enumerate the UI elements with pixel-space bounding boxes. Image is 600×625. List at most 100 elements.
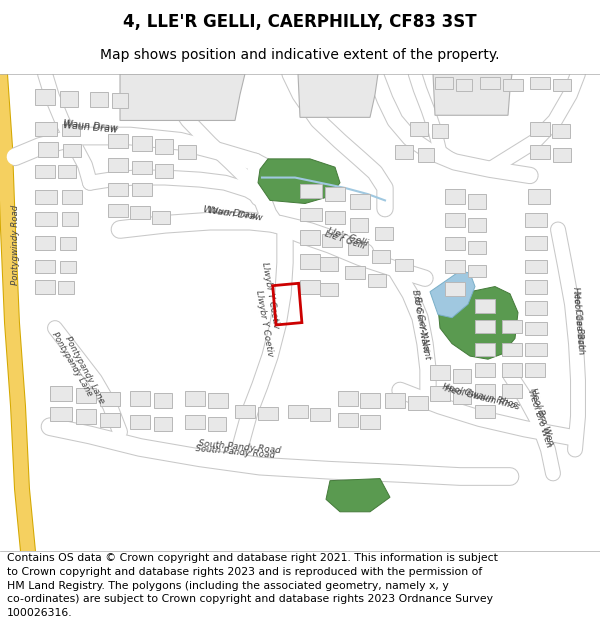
Polygon shape: [130, 415, 150, 429]
Polygon shape: [475, 299, 495, 312]
Polygon shape: [553, 149, 571, 162]
Text: Bro Ger-Y-Nant: Bro Ger-Y-Nant: [412, 296, 432, 360]
Polygon shape: [338, 413, 358, 427]
Polygon shape: [552, 124, 570, 138]
Polygon shape: [178, 146, 196, 159]
Polygon shape: [338, 391, 358, 406]
Polygon shape: [360, 394, 380, 408]
Polygon shape: [320, 258, 338, 271]
Text: Pontypandy Lane: Pontypandy Lane: [50, 331, 94, 398]
Polygon shape: [475, 342, 495, 356]
Polygon shape: [35, 121, 57, 136]
Text: Waun Draw: Waun Draw: [208, 206, 263, 222]
Polygon shape: [62, 190, 82, 204]
Polygon shape: [325, 211, 345, 224]
Polygon shape: [120, 74, 245, 121]
Polygon shape: [432, 124, 448, 138]
Polygon shape: [58, 281, 74, 294]
Polygon shape: [445, 189, 465, 204]
Polygon shape: [300, 231, 320, 245]
Polygon shape: [345, 266, 365, 279]
Polygon shape: [60, 261, 76, 273]
Polygon shape: [300, 208, 322, 221]
Polygon shape: [185, 391, 205, 406]
Polygon shape: [76, 409, 96, 424]
Polygon shape: [350, 194, 370, 209]
Polygon shape: [288, 405, 308, 418]
Text: Pontygwindy Road: Pontygwindy Road: [11, 205, 20, 285]
Polygon shape: [155, 139, 173, 154]
Polygon shape: [438, 286, 518, 359]
Polygon shape: [132, 161, 152, 174]
Polygon shape: [90, 92, 108, 107]
Polygon shape: [154, 394, 172, 408]
Polygon shape: [155, 164, 173, 177]
Polygon shape: [435, 77, 453, 89]
Polygon shape: [50, 386, 72, 401]
Polygon shape: [208, 418, 226, 431]
Polygon shape: [525, 236, 547, 250]
Polygon shape: [100, 392, 120, 406]
Text: Llwybr Y Coetiv: Llwybr Y Coetiv: [260, 261, 280, 329]
Polygon shape: [108, 204, 128, 217]
Polygon shape: [310, 408, 330, 421]
Text: 100026316.: 100026316.: [7, 608, 73, 618]
Text: Waun Draw: Waun Draw: [62, 119, 118, 132]
Text: Bro Ger-Y-Nant: Bro Ger-Y-Nant: [410, 289, 430, 353]
Polygon shape: [112, 94, 128, 108]
Polygon shape: [208, 394, 228, 408]
Polygon shape: [132, 182, 152, 196]
Polygon shape: [35, 165, 55, 177]
Polygon shape: [326, 479, 390, 512]
Polygon shape: [62, 212, 78, 226]
Polygon shape: [130, 391, 150, 406]
Polygon shape: [152, 211, 170, 224]
Text: Heol Gwaun Rhos: Heol Gwaun Rhos: [442, 382, 518, 409]
Polygon shape: [445, 213, 465, 228]
Polygon shape: [35, 281, 55, 294]
Polygon shape: [468, 241, 486, 254]
Text: South Pandy Road: South Pandy Road: [195, 444, 275, 459]
Polygon shape: [154, 418, 172, 431]
Polygon shape: [468, 218, 486, 231]
Polygon shape: [395, 259, 413, 271]
Polygon shape: [502, 363, 522, 377]
Polygon shape: [300, 281, 320, 294]
Text: South Pandy Road: South Pandy Road: [199, 439, 281, 456]
Polygon shape: [445, 282, 465, 296]
Polygon shape: [525, 342, 547, 356]
Polygon shape: [258, 407, 278, 421]
Polygon shape: [445, 237, 465, 250]
Polygon shape: [530, 121, 550, 136]
Polygon shape: [130, 206, 150, 219]
Polygon shape: [76, 388, 96, 402]
Polygon shape: [468, 194, 486, 209]
Polygon shape: [368, 274, 386, 286]
Text: Heol Cae Bach: Heol Cae Bach: [571, 291, 585, 354]
Polygon shape: [475, 320, 495, 333]
Polygon shape: [553, 79, 571, 91]
Text: Contains OS data © Crown copyright and database right 2021. This information is : Contains OS data © Crown copyright and d…: [7, 554, 498, 564]
Polygon shape: [185, 415, 205, 429]
Text: Lle'r Gelli: Lle'r Gelli: [326, 226, 370, 248]
Polygon shape: [35, 212, 57, 226]
Text: Llwybr Y Coetiv: Llwybr Y Coetiv: [254, 289, 274, 357]
Polygon shape: [456, 79, 472, 91]
Polygon shape: [300, 184, 322, 198]
Polygon shape: [480, 77, 500, 89]
Polygon shape: [528, 189, 550, 204]
Polygon shape: [453, 391, 471, 404]
Polygon shape: [385, 394, 405, 408]
Polygon shape: [525, 301, 547, 314]
Text: to Crown copyright and database rights 2023 and is reproduced with the permissio: to Crown copyright and database rights 2…: [7, 567, 482, 577]
Polygon shape: [395, 146, 413, 159]
Polygon shape: [430, 366, 450, 380]
Polygon shape: [235, 405, 255, 418]
Polygon shape: [530, 146, 550, 159]
Text: co-ordinates) are subject to Crown copyright and database rights 2023 Ordnance S: co-ordinates) are subject to Crown copyr…: [7, 594, 493, 604]
Polygon shape: [322, 234, 342, 247]
Text: Heol Cae Bach: Heol Cae Bach: [571, 286, 585, 349]
Polygon shape: [35, 236, 55, 250]
Polygon shape: [35, 259, 55, 273]
Polygon shape: [430, 386, 450, 401]
